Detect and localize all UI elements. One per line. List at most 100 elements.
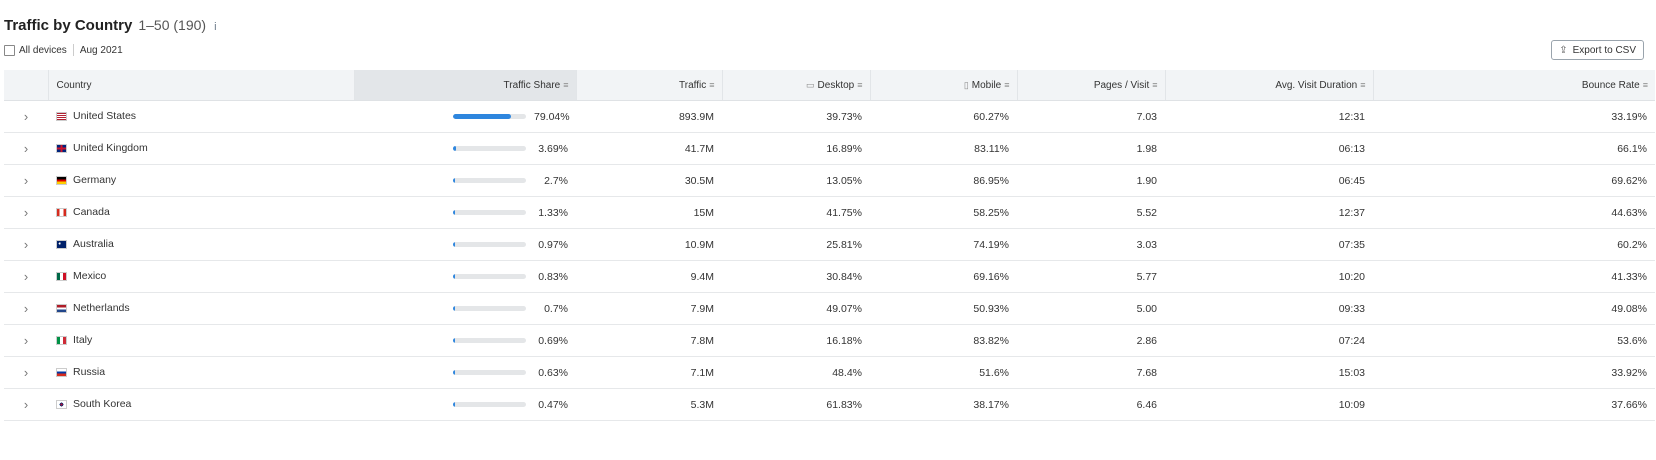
mobile-cell: 83.82%: [870, 324, 1017, 357]
table-row[interactable]: › Australia 0.97% 10.9M 25.81% 74.19% 3.…: [4, 228, 1655, 261]
chevron-right-icon[interactable]: ›: [23, 365, 29, 380]
avg-visit-duration-column-header[interactable]: Avg. Visit Duration ≡: [1164, 70, 1373, 101]
flag-icon: [56, 400, 67, 410]
chevron-right-icon[interactable]: ›: [23, 109, 29, 124]
sort-icon[interactable]: ≡: [1004, 79, 1009, 90]
desktop-cell: 13.05%: [722, 164, 870, 197]
flag-icon: [56, 176, 67, 186]
chevron-right-icon[interactable]: ›: [23, 237, 29, 252]
traffic-share-bar-fill: [453, 370, 455, 375]
country-column-header[interactable]: Country: [47, 70, 354, 101]
expand-row-button[interactable]: ›: [4, 100, 48, 133]
mobile-cell: 83.11%: [870, 132, 1017, 165]
table-row[interactable]: › Russia 0.63% 7.1M 48.4% 51.6% 7.68 15:…: [4, 356, 1655, 389]
traffic-share-cell: 79.04%: [354, 100, 576, 133]
traffic-share-cell: 0.69%: [354, 324, 576, 357]
traffic-column-header[interactable]: Traffic ≡: [575, 70, 722, 101]
desktop-cell: 16.89%: [722, 132, 870, 165]
chevron-right-icon[interactable]: ›: [23, 205, 29, 220]
chevron-right-icon[interactable]: ›: [23, 269, 29, 284]
sort-icon[interactable]: ≡: [563, 79, 568, 90]
table-row[interactable]: › Mexico 0.83% 9.4M 30.84% 69.16% 5.77 1…: [4, 260, 1655, 293]
pages-visit-column-header[interactable]: Pages / Visit ≡: [1016, 70, 1165, 101]
traffic-share-value: 0.97%: [538, 238, 568, 251]
traffic-share-cell: 0.63%: [354, 356, 576, 389]
traffic-share-bar-fill: [453, 338, 455, 343]
avg-visit-duration-cell: 06:45: [1165, 164, 1373, 197]
traffic-share-bar: [453, 370, 526, 375]
mobile-cell: 69.16%: [870, 260, 1017, 293]
desktop-icon: ▭: [806, 79, 815, 90]
avg-visit-duration-cell: 10:20: [1165, 260, 1373, 293]
country-cell: Australia: [48, 228, 354, 261]
expand-row-button[interactable]: ›: [4, 164, 48, 197]
expand-row-button[interactable]: ›: [4, 324, 48, 357]
pages-visit-cell: 1.90: [1017, 164, 1165, 197]
table-row[interactable]: › Netherlands 0.7% 7.9M 49.07% 50.93% 5.…: [4, 292, 1655, 325]
table-row[interactable]: › Italy 0.69% 7.8M 16.18% 83.82% 2.86 07…: [4, 324, 1655, 357]
sort-icon[interactable]: ≡: [1360, 79, 1365, 90]
traffic-share-bar-fill: [453, 114, 511, 119]
avg-visit-duration-cell: 12:37: [1165, 196, 1373, 229]
chevron-right-icon[interactable]: ›: [23, 173, 29, 188]
desktop-column-header[interactable]: ▭ Desktop ≡: [721, 70, 870, 101]
mobile-cell: 86.95%: [870, 164, 1017, 197]
widget-header: Traffic by Country 1–50 (190) i: [4, 17, 217, 34]
chevron-right-icon[interactable]: ›: [23, 301, 29, 316]
expand-row-button[interactable]: ›: [4, 388, 48, 421]
traffic-share-cell: 0.83%: [354, 260, 576, 293]
sort-icon[interactable]: ≡: [857, 79, 862, 90]
device-filter[interactable]: All devices: [19, 44, 67, 56]
mobile-cell: 51.6%: [870, 356, 1017, 389]
bounce-rate-cell: 66.1%: [1373, 132, 1655, 165]
date-filter[interactable]: Aug 2021: [79, 44, 123, 56]
desktop-cell: 61.83%: [722, 388, 870, 421]
traffic-share-column-header[interactable]: Traffic Share ≡: [353, 70, 576, 101]
traffic-cell: 893.9M: [576, 100, 722, 133]
chevron-right-icon[interactable]: ›: [23, 141, 29, 156]
table-row[interactable]: › United Kingdom 3.69% 41.7M 16.89% 83.1…: [4, 132, 1655, 165]
expand-row-button[interactable]: ›: [4, 292, 48, 325]
mobile-icon: ▯: [963, 79, 969, 90]
country-name: Canada: [73, 206, 110, 219]
traffic-share-bar-fill: [453, 146, 456, 151]
sort-icon[interactable]: ≡: [1152, 79, 1157, 90]
table-row[interactable]: › Germany 2.7% 30.5M 13.05% 86.95% 1.90 …: [4, 164, 1655, 197]
sort-icon[interactable]: ≡: [709, 79, 714, 90]
chevron-right-icon[interactable]: ›: [23, 397, 29, 412]
pages-visit-cell: 5.00: [1017, 292, 1165, 325]
country-name: Netherlands: [73, 302, 130, 315]
bounce-rate-cell: 60.2%: [1373, 228, 1655, 261]
bounce-rate-cell: 44.63%: [1373, 196, 1655, 229]
pages-visit-cell: 7.03: [1017, 100, 1165, 133]
expand-row-button[interactable]: ›: [4, 132, 48, 165]
traffic-share-bar: [453, 242, 526, 247]
traffic-share-bar: [453, 338, 526, 343]
mobile-cell: 38.17%: [870, 388, 1017, 421]
info-icon[interactable]: i: [214, 21, 217, 33]
export-csv-button[interactable]: ⇪ Export to CSV: [1551, 40, 1644, 60]
desktop-cell: 41.75%: [722, 196, 870, 229]
table-row[interactable]: › United States 79.04% 893.9M 39.73% 60.…: [4, 100, 1655, 133]
expand-row-button[interactable]: ›: [4, 356, 48, 389]
chevron-right-icon[interactable]: ›: [23, 333, 29, 348]
table-row[interactable]: › Canada 1.33% 15M 41.75% 58.25% 5.52 12…: [4, 196, 1655, 229]
table-header-row: Country Traffic Share ≡ Traffic ≡ ▭ Desktop…: [4, 70, 1655, 101]
traffic-share-value: 0.69%: [538, 334, 568, 347]
bounce-rate-column-header[interactable]: Bounce Rate ≡: [1372, 70, 1655, 101]
sort-icon[interactable]: ≡: [1642, 79, 1648, 90]
country-table: Country Traffic Share ≡ Traffic ≡ ▭ Desktop…: [4, 70, 1655, 421]
country-name: Italy: [73, 334, 93, 347]
mobile-column-header[interactable]: ▯ Mobile ≡: [869, 70, 1017, 101]
traffic-cell: 7.9M: [576, 292, 722, 325]
traffic-share-value: 79.04%: [534, 110, 570, 123]
expand-row-button[interactable]: ›: [4, 196, 48, 229]
table-row[interactable]: › South Korea 0.47% 5.3M 61.83% 38.17% 6…: [4, 388, 1655, 421]
country-name: Mexico: [73, 270, 107, 283]
desktop-cell: 49.07%: [722, 292, 870, 325]
expand-row-button[interactable]: ›: [4, 260, 48, 293]
expand-row-button[interactable]: ›: [4, 228, 48, 261]
traffic-share-bar-fill: [453, 210, 455, 215]
avg-visit-duration-cell: 09:33: [1165, 292, 1373, 325]
